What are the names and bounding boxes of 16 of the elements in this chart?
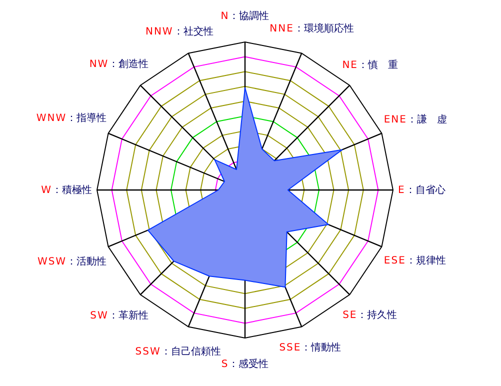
spoke-label: W：積極性 (41, 184, 92, 196)
spoke-label: NE：慎 重 (342, 58, 398, 71)
spoke-label: N：協調性 (220, 10, 270, 22)
spoke-label: SE：持久性 (342, 308, 398, 321)
spoke-label: WNW：指導性 (36, 112, 107, 124)
spoke-label: NNE：環境順応性 (270, 22, 354, 35)
spoke-label: E：自省心 (398, 184, 446, 196)
spoke-label: NNW：社交性 (145, 26, 214, 38)
spoke-label: SSW：自己信頼性 (135, 346, 221, 358)
spoke-label: ENE：謙 虚 (384, 113, 447, 126)
spoke-label: SW：革新性 (90, 310, 148, 322)
spoke-label: WSW：活動性 (37, 256, 107, 268)
spoke-label: ESE：規律性 (384, 254, 446, 266)
spoke-label: SSE：情動性 (279, 341, 342, 354)
spoke-label: NW：創造性 (89, 58, 149, 70)
spoke-label: S：感受性 (221, 358, 269, 370)
